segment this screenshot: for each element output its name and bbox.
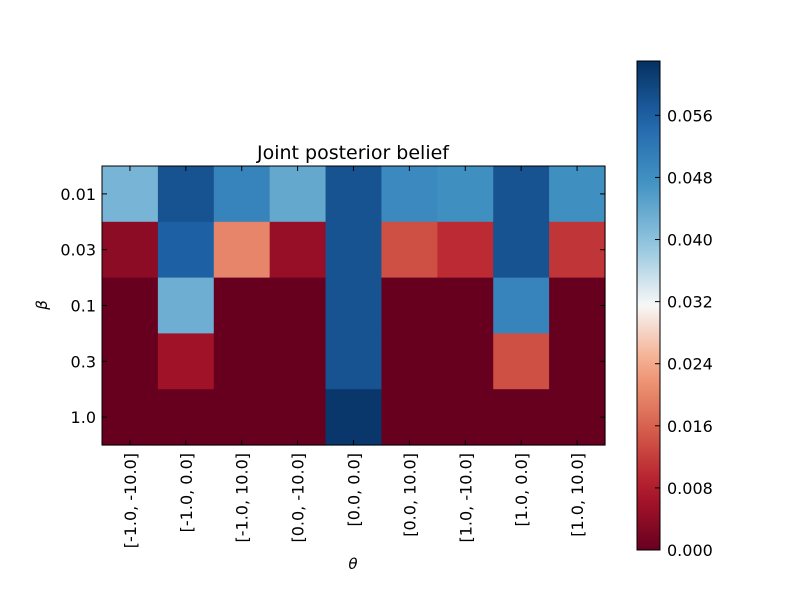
heatmap-cell [102,333,159,390]
heatmap-cell [213,333,271,390]
x-tick-label: [-1.0, 10.0] [233,453,252,543]
heatmap-cell [493,221,550,279]
heatmap-cell [269,389,327,446]
heatmap-cell [493,333,550,390]
heatmap-cell [157,277,215,334]
x-tick-label: [0.0, -10.0] [289,453,308,543]
x-axis-label: θ [348,555,357,573]
heatmap-cell [437,166,494,223]
heatmap-cell [381,333,438,390]
heatmap-cell [437,277,494,334]
heatmap-cell [549,333,606,390]
heatmap-cell [493,166,550,223]
heatmap-cell [157,389,215,446]
colorbar-tick-label: 0.016 [667,417,713,436]
heatmap-cell [102,166,159,223]
heatmap-cell [157,221,215,279]
colorbar [636,60,661,551]
heatmap-cell [381,277,438,334]
colorbar-tick-label: 0.048 [667,168,713,187]
y-tick-label: 0.3 [71,352,96,371]
x-tick-label: [-1.0, -10.0] [121,453,140,548]
x-tick-label: [1.0, 0.0] [512,453,531,527]
heatmap-cell [213,277,271,334]
colorbar-tick-label: 0.000 [667,541,713,560]
heatmap-cell [325,221,383,279]
x-tick-label: [0.0, 10.0] [400,453,419,537]
x-tick-label: [-1.0, 0.0] [177,453,196,532]
colorbar-tick-label: 0.008 [667,479,713,498]
y-tick-label: 1.0 [71,408,96,427]
x-tick-label: [1.0, 10.0] [568,453,587,537]
heatmap-cell [269,333,327,390]
heatmap-cell [102,221,159,279]
heatmap-cell [157,166,215,223]
y-ticks: 0.01 0.03 0.1 0.3 1.0 [60,185,605,427]
heatmap-cell [325,389,383,446]
chart-title: Joint posterior belief [256,142,450,164]
x-ticks: [-1.0, -10.0] [-1.0, 0.0] [-1.0, 10.0] [0.0… [121,166,587,548]
heatmap-cell [213,221,271,279]
x-tick-label: [1.0, -10.0] [456,453,475,543]
heatmap-cell [381,221,438,279]
heatmap-cell [437,389,494,446]
y-tick-label: 0.03 [60,241,96,260]
heatmap-cell [549,221,606,279]
heatmap-cell [157,333,215,390]
heatmap-cell [269,166,327,223]
heatmap-cell [437,221,494,279]
heatmap-cell [437,333,494,390]
heatmap-cell [269,221,327,279]
heatmap-cell [381,166,438,223]
y-tick-label: 0.1 [71,297,96,316]
heatmap-cell [213,166,271,223]
colorbar-tick-label: 0.032 [667,293,713,312]
heatmap-cell [549,277,606,334]
heatmap-cell [102,277,159,334]
colorbar-ticks: 0.000 0.008 0.016 0.024 0.032 0.040 0.048 0.056 [655,106,713,560]
y-tick-label: 0.01 [60,185,96,204]
heatmap-cell [325,333,383,390]
heatmap-cell [325,166,383,223]
heatmap-cell [102,389,159,446]
y-axis-label: β [33,300,51,311]
heatmap-cell [325,277,383,334]
heatmap-cell [269,277,327,334]
heatmap-cell [493,389,550,446]
heatmap-cell [493,277,550,334]
heatmap-cell [549,166,606,223]
heatmap-cell [213,389,271,446]
colorbar-tick-label: 0.040 [667,231,713,250]
colorbar-tick-label: 0.056 [667,106,713,125]
heatmap-cell [549,389,606,446]
colorbar-tick-label: 0.024 [667,355,713,374]
x-tick-label: [0.0, 0.0] [345,453,364,527]
heatmap-cells [102,166,606,446]
heatmap-cell [381,389,438,446]
